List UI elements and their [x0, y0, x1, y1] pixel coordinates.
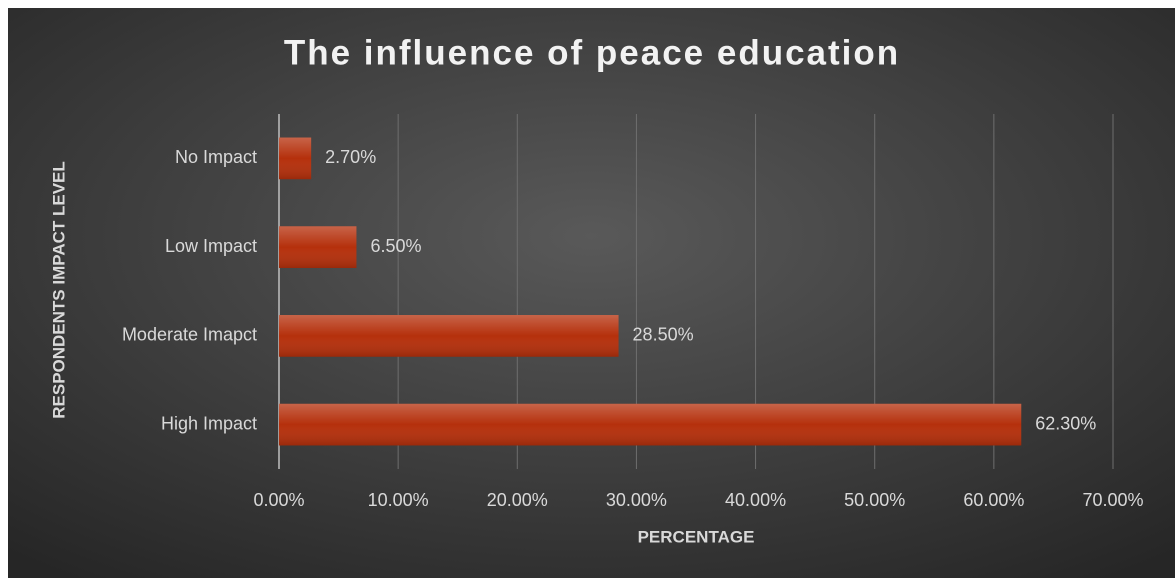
x-tick-label: 50.00%: [844, 490, 905, 510]
y-tick-label: High Impact: [161, 413, 257, 433]
y-axis-label: RESPONDENTS IMPACT LEVEL: [49, 161, 68, 419]
value-label: 2.70%: [325, 147, 376, 167]
x-tick-label: 40.00%: [725, 490, 786, 510]
x-tick-label: 20.00%: [487, 490, 548, 510]
x-tick-label: 0.00%: [253, 490, 304, 510]
value-label: 6.50%: [370, 236, 421, 256]
bar-shine: [279, 403, 1022, 446]
x-tick-label: 60.00%: [963, 490, 1024, 510]
bar-shine: [279, 137, 312, 180]
bar-shine: [279, 226, 357, 268]
x-axis-label: PERCENTAGE: [638, 527, 755, 546]
y-tick-label: Low Impact: [165, 236, 257, 256]
value-label: 28.50%: [633, 325, 694, 345]
chart-background: [8, 8, 1175, 578]
x-tick-label: 10.00%: [368, 490, 429, 510]
chart-title: The influence of peace education: [284, 33, 900, 72]
x-tick-label: 70.00%: [1082, 490, 1143, 510]
value-label: 62.30%: [1035, 413, 1096, 433]
bar-shine: [279, 315, 619, 357]
y-tick-label: Moderate Imapct: [122, 325, 257, 345]
y-tick-label: No Impact: [175, 147, 257, 167]
x-tick-label: 30.00%: [606, 490, 667, 510]
